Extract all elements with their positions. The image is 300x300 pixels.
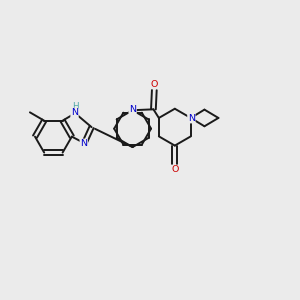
- Text: N: N: [129, 105, 136, 114]
- Text: H: H: [72, 102, 79, 111]
- Text: N: N: [71, 108, 78, 117]
- Text: N: N: [80, 139, 87, 148]
- Text: O: O: [171, 166, 178, 175]
- Text: N: N: [188, 114, 195, 123]
- Text: O: O: [151, 80, 158, 88]
